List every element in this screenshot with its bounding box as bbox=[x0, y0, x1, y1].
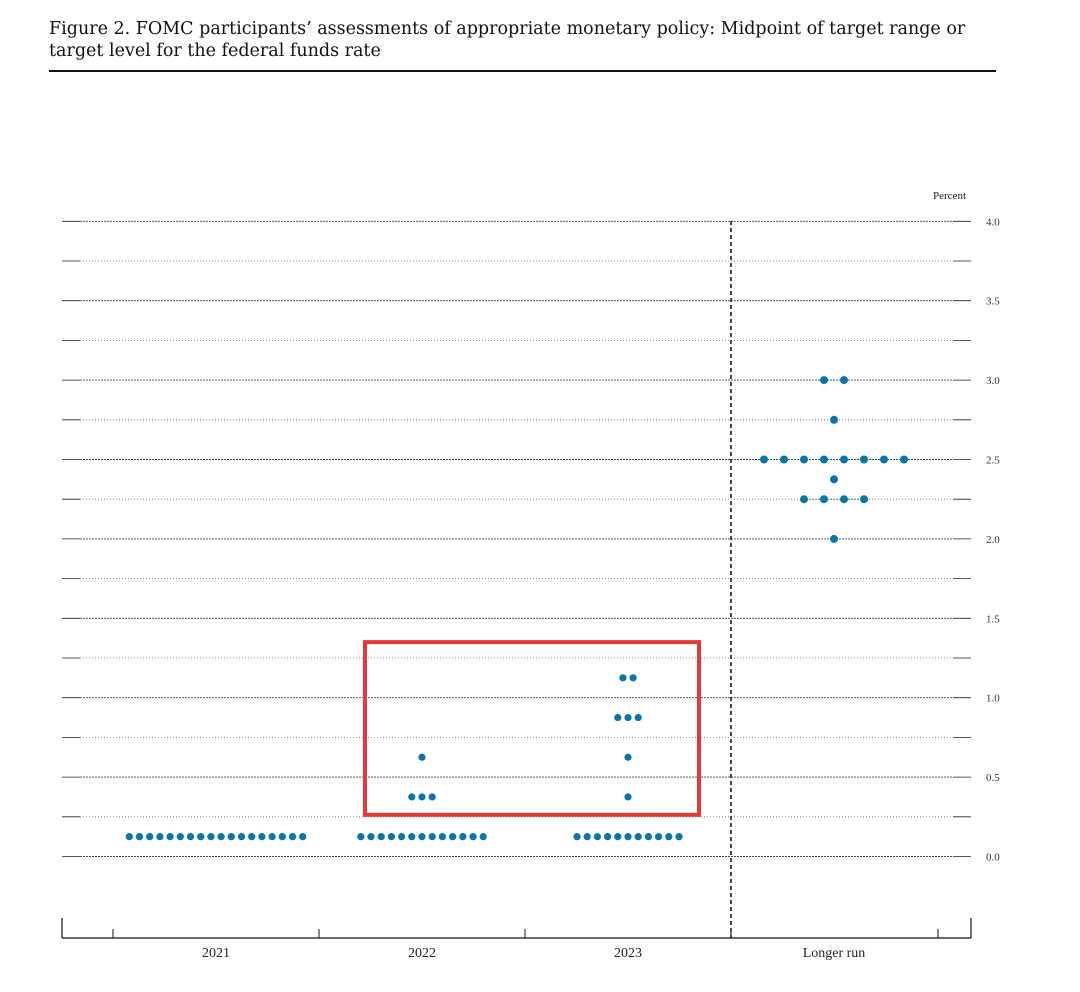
participant-dot bbox=[357, 833, 365, 841]
participant-dot bbox=[634, 713, 642, 722]
participant-dot bbox=[449, 833, 457, 841]
highlight-box bbox=[363, 640, 701, 817]
participant-dot bbox=[820, 455, 828, 464]
participant-dot bbox=[593, 833, 602, 841]
participant-dot bbox=[900, 455, 908, 464]
x-category-label: Longer run bbox=[803, 946, 866, 961]
y-tick-label: 2.5 bbox=[986, 455, 1000, 467]
participant-dot bbox=[166, 833, 174, 841]
participant-dot bbox=[655, 833, 663, 841]
y-tick-label: 2.0 bbox=[986, 534, 1000, 546]
participant-dot bbox=[624, 713, 632, 722]
participant-dot bbox=[619, 674, 627, 682]
participant-dot bbox=[675, 833, 683, 841]
participant-dot bbox=[248, 833, 256, 841]
participant-dot bbox=[573, 833, 581, 841]
participant-dot bbox=[278, 833, 286, 841]
y-axis-ticks: 0.0 0.5 1.0 1.5 2.0 2.5 3.0 3.5 4.0 bbox=[986, 216, 1000, 863]
participant-dot bbox=[268, 833, 276, 841]
participant-dot bbox=[428, 833, 436, 841]
participant-dot bbox=[840, 495, 848, 504]
participant-dot bbox=[227, 833, 235, 841]
participant-dot bbox=[634, 833, 642, 841]
x-category-label: 2023 bbox=[614, 946, 642, 961]
participant-dot bbox=[860, 455, 868, 464]
participant-dot bbox=[604, 833, 612, 841]
participant-dot bbox=[614, 833, 622, 841]
participant-dot bbox=[258, 833, 266, 841]
participant-dot bbox=[288, 833, 297, 841]
participant-dot bbox=[624, 753, 632, 761]
y-tick-label: 1.5 bbox=[986, 613, 1000, 625]
figure-title: Figure 2. FOMC participants’ assessments… bbox=[49, 19, 966, 61]
y-axis-unit-label: Percent bbox=[933, 190, 966, 202]
participant-dot bbox=[408, 793, 416, 801]
y-tick-label: 1.0 bbox=[986, 693, 1000, 705]
participant-dot bbox=[830, 475, 838, 484]
participant-dot bbox=[624, 793, 632, 801]
participant-dot bbox=[418, 753, 426, 761]
y-tick-label: 3.0 bbox=[986, 375, 1000, 387]
participant-dot bbox=[800, 495, 808, 504]
participant-dot bbox=[459, 833, 467, 841]
participant-dot bbox=[624, 833, 632, 841]
x-category-label: 2022 bbox=[408, 946, 436, 961]
participant-dot bbox=[237, 833, 246, 841]
participant-dot bbox=[665, 833, 673, 841]
participant-dot bbox=[398, 833, 406, 841]
participant-dot bbox=[156, 833, 164, 841]
participant-dot bbox=[830, 534, 838, 543]
participant-dot bbox=[780, 455, 788, 464]
y-tick-label: 3.5 bbox=[986, 296, 1000, 308]
participant-dot bbox=[367, 833, 375, 841]
x-axis: 2021 2022 2023 Longer run bbox=[61, 918, 972, 961]
participant-dots bbox=[125, 376, 908, 841]
participant-dot bbox=[840, 455, 848, 464]
participant-dot bbox=[840, 376, 848, 385]
participant-dot bbox=[377, 833, 385, 841]
participant-dot bbox=[614, 713, 622, 722]
participant-dot bbox=[197, 833, 205, 841]
participant-dot bbox=[207, 833, 215, 841]
participant-dot bbox=[820, 376, 828, 385]
title-rule bbox=[49, 70, 996, 72]
y-tick-label: 0.0 bbox=[986, 852, 1000, 864]
participant-dot bbox=[760, 455, 768, 464]
participant-dot bbox=[418, 793, 426, 801]
participant-dot bbox=[820, 495, 828, 504]
participant-dot bbox=[418, 833, 426, 841]
participant-dot bbox=[125, 833, 133, 841]
participant-dot bbox=[146, 833, 154, 841]
participant-dot bbox=[583, 833, 591, 841]
participant-dot bbox=[880, 455, 888, 464]
participant-dot bbox=[408, 833, 416, 841]
participant-dot bbox=[830, 415, 838, 424]
participant-dot bbox=[299, 833, 307, 841]
participant-dot bbox=[800, 455, 808, 464]
participant-dot bbox=[176, 833, 184, 841]
y-tick-label: 0.5 bbox=[986, 772, 1000, 784]
participant-dot bbox=[629, 674, 637, 682]
participant-dot bbox=[860, 495, 868, 504]
participant-dot bbox=[186, 833, 195, 841]
participant-dot bbox=[387, 833, 395, 841]
participant-dot bbox=[217, 833, 225, 841]
participant-dot bbox=[469, 833, 477, 841]
participant-dot bbox=[479, 833, 487, 841]
participant-dot bbox=[428, 793, 436, 801]
participant-dot bbox=[438, 833, 446, 841]
y-tick-label: 4.0 bbox=[986, 216, 1000, 228]
participant-dot bbox=[135, 833, 144, 841]
participant-dot bbox=[644, 833, 653, 841]
x-category-label: 2021 bbox=[202, 946, 230, 961]
